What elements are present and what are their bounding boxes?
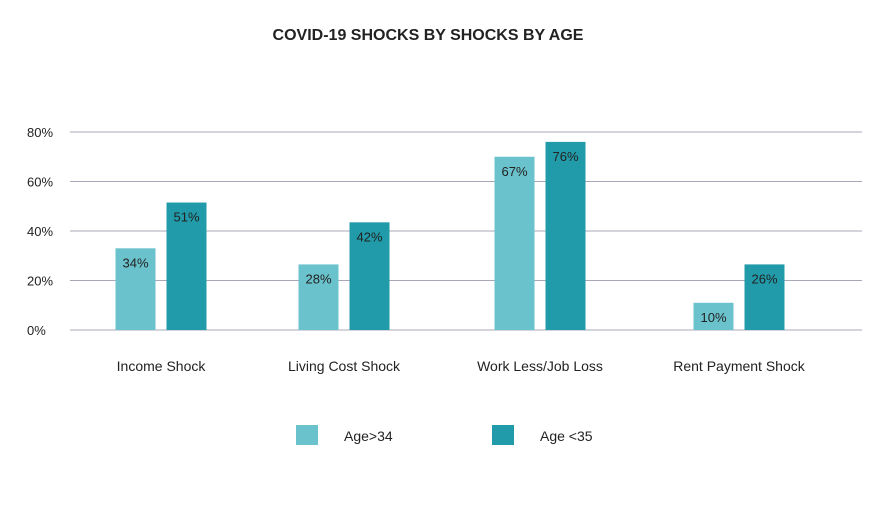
bar	[744, 264, 785, 330]
y-tick-label: 0%	[27, 323, 46, 338]
legend-swatch	[296, 425, 318, 445]
x-category-label: Work Less/Job Loss	[477, 358, 603, 374]
bar	[349, 222, 390, 330]
legend-label: Age>34	[344, 428, 393, 444]
y-axis-ticks: 0% 20% 40% 60% 80%	[27, 125, 53, 338]
data-label: 10%	[700, 310, 726, 325]
data-label: 42%	[356, 229, 382, 244]
y-tick-label: 20%	[27, 274, 53, 289]
x-axis-categories: Income Shock Living Cost Shock Work Less/J…	[117, 358, 806, 374]
bar	[298, 264, 339, 330]
data-label: 76%	[552, 149, 578, 164]
x-category-label: Income Shock	[117, 358, 207, 374]
x-category-label: Rent Payment Shock	[673, 358, 806, 374]
data-label: 26%	[751, 271, 777, 286]
bars	[115, 141, 785, 330]
bar	[545, 141, 586, 330]
chart-title: COVID-19 SHOCKS BY SHOCKS BY AGE	[273, 27, 584, 44]
y-tick-label: 80%	[27, 125, 53, 140]
y-tick-label: 40%	[27, 224, 53, 239]
legend-swatch	[492, 425, 514, 445]
legend-label: Age <35	[540, 428, 593, 444]
bar	[166, 202, 207, 330]
bar	[693, 302, 734, 330]
data-label: 51%	[173, 210, 199, 225]
data-label: 67%	[501, 164, 527, 179]
legend: Age>34 Age <35	[296, 425, 593, 445]
y-tick-label: 60%	[27, 175, 53, 190]
data-labels: 34% 51% 28% 42% 67% 76% 10% 26%	[122, 149, 777, 325]
bar	[115, 248, 156, 330]
data-label: 28%	[305, 271, 331, 286]
data-label: 34%	[122, 255, 148, 270]
x-category-label: Living Cost Shock	[288, 358, 401, 374]
bar	[494, 156, 535, 330]
